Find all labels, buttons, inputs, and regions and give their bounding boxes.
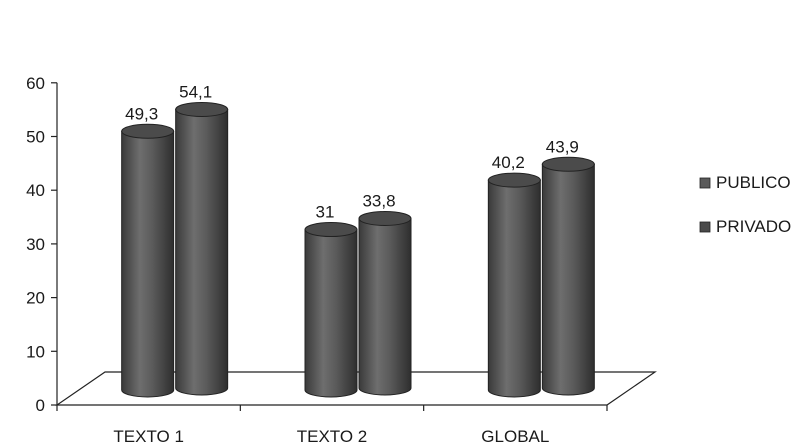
bar-body <box>541 163 595 396</box>
data-label: 43,9 <box>546 137 579 156</box>
legend-swatch <box>699 221 711 233</box>
bar-top-cap <box>175 101 229 117</box>
legend-label: PUBLICO <box>716 173 791 192</box>
legend-label: PRIVADO <box>716 217 791 236</box>
x-tick-label: GLOBAL <box>481 427 549 446</box>
x-axis: TEXTO 1 TEXTO 2 GLOBAL <box>56 405 608 446</box>
data-labels-group: 49,3 54,1 31 33,8 40,2 43,9 <box>125 82 579 221</box>
y-tick-label: 10 <box>26 342 45 361</box>
data-label: 54,1 <box>179 82 212 101</box>
bars-group <box>121 101 595 398</box>
y-tick-label: 50 <box>26 128 45 147</box>
data-label: 49,3 <box>125 104 158 123</box>
bar-privado <box>175 101 229 396</box>
y-tick-label: 40 <box>26 181 45 200</box>
legend-swatch <box>699 177 711 189</box>
bar-top-cap <box>358 210 412 226</box>
bar-body <box>487 179 541 398</box>
data-label: 40,2 <box>492 153 525 172</box>
x-tick-label: TEXTO 1 <box>113 427 184 446</box>
data-label: 33,8 <box>362 191 395 210</box>
x-tick-label: TEXTO 2 <box>297 427 368 446</box>
bar-body <box>304 229 358 398</box>
bar-top-cap <box>121 123 175 139</box>
data-label: 31 <box>316 203 335 222</box>
y-tick-label: 20 <box>26 289 45 308</box>
bar-body <box>358 217 412 396</box>
bar-privado <box>541 156 595 396</box>
bar-body <box>175 108 229 396</box>
y-tick-label: 0 <box>36 396 45 415</box>
bar-publico <box>121 123 175 398</box>
bar-publico <box>487 172 541 398</box>
bar-top-cap <box>304 222 358 238</box>
y-axis: 0 10 20 30 40 50 60 <box>26 74 58 415</box>
bar-publico <box>304 222 358 398</box>
bar-top-cap <box>541 156 595 172</box>
y-tick-label: 60 <box>26 74 45 93</box>
bar-privado <box>358 210 412 396</box>
legend: PUBLICO PRIVADO <box>699 173 791 236</box>
bar-top-cap <box>487 172 541 188</box>
y-tick-label: 30 <box>26 235 45 254</box>
bar-body <box>121 130 175 398</box>
